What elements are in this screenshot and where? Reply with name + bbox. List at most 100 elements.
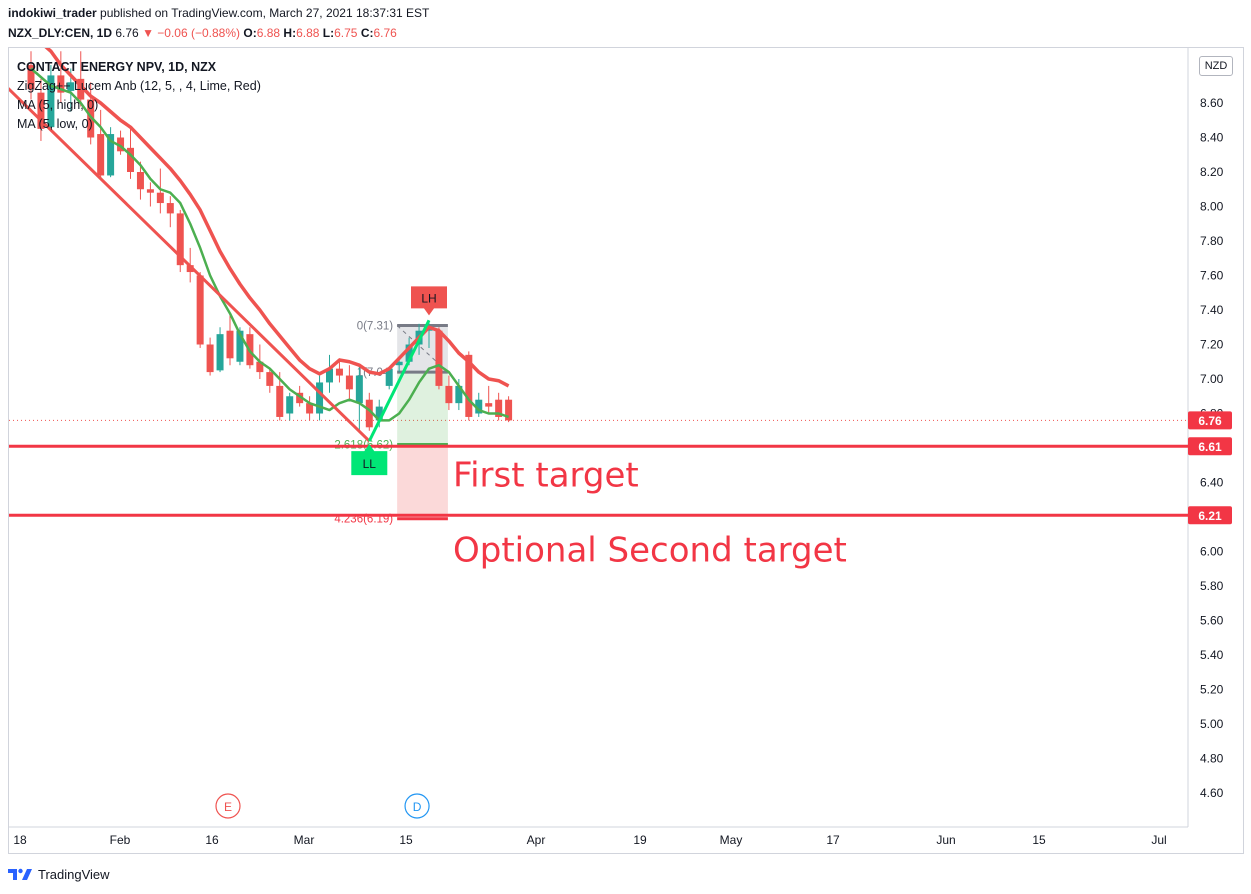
close-value: 6.76 (373, 26, 397, 40)
candle-body (375, 406, 383, 421)
y-tick-label: 8.20 (1200, 165, 1224, 179)
candle-body (97, 134, 105, 176)
y-tick-label: 5.00 (1200, 717, 1224, 731)
candle-body (485, 403, 493, 407)
x-tick-label: Jul (1151, 833, 1166, 847)
zigzag-line (367, 319, 431, 442)
candle-body (475, 399, 483, 414)
last-price-axis-label: 6.76 (1198, 414, 1222, 428)
zigzag-label-bg (411, 286, 447, 316)
zigzag-label-text: LL (363, 457, 377, 471)
open-value: 6.88 (256, 26, 281, 40)
tradingview-logo-icon (8, 868, 32, 880)
event-marker-text: D (413, 800, 422, 814)
event-marker (215, 793, 241, 819)
chart-frame (8, 47, 1244, 854)
legend-ma-low[interactable]: MA (5, low, 0) (17, 117, 93, 131)
x-tick-label: 15 (1032, 833, 1046, 847)
candle-body (306, 403, 314, 414)
candle-body (495, 399, 503, 417)
candle-body (127, 147, 134, 172)
last-price-axis-label-bg (1188, 411, 1232, 430)
legend-title: CONTACT ENERGY NPV, 1D, NZX (17, 60, 217, 74)
published-text: published on TradingView.com, March 27, … (100, 6, 430, 20)
candle-body (266, 372, 274, 386)
high-label: H: (283, 26, 297, 40)
y-tick-label: 8.40 (1200, 131, 1224, 145)
publish-header: indokiwi_trader published on TradingView… (8, 6, 429, 20)
x-tick-label: May (720, 833, 743, 847)
y-tick-label: 7.00 (1200, 372, 1224, 386)
author-name[interactable]: indokiwi_trader (8, 6, 97, 20)
y-tick-label: 5.60 (1200, 614, 1224, 628)
candle-body (226, 330, 234, 359)
x-tick-label: Mar (294, 833, 315, 847)
zigzag-label-bg (351, 444, 388, 476)
x-tick-label: Jun (936, 833, 955, 847)
candle-body (67, 82, 75, 91)
ma-high-line (44, 48, 510, 388)
high-value: 6.88 (296, 26, 320, 40)
x-tick-label: 16 (205, 833, 219, 847)
candle-body (385, 368, 393, 386)
footer-brand: TradingView (38, 866, 110, 882)
x-tick-label: 15 (399, 833, 413, 847)
plot-area: 0(7.31)1(7.04)2.618(6.62)4.236(6.19)LLLH… (9, 48, 1188, 819)
candle-body (345, 375, 353, 390)
candle-body (136, 172, 144, 190)
x-tick-label: Apr (527, 833, 546, 847)
currency-badge[interactable]: NZD (1199, 56, 1233, 76)
annotation-second-target: Optional Second target (453, 530, 847, 570)
open-label: O: (243, 26, 257, 40)
zigzag-label-text: LH (421, 291, 436, 305)
candle-body (166, 203, 174, 214)
x-tick-label: 17 (826, 833, 840, 847)
candle-body (316, 382, 324, 414)
y-tick-label: 4.80 (1200, 752, 1224, 766)
target-axis-label-bg (1188, 437, 1232, 456)
candle-body (27, 65, 35, 90)
x-tick-label: Feb (110, 833, 131, 847)
symbol-label: NZX_DLY:CEN, 1D (8, 26, 113, 40)
ohlc-header: NZX_DLY:CEN, 1D 6.76 ▼ −0.06 (−0.88%) O:… (8, 26, 397, 40)
fib-level-label: 0(7.31) (357, 321, 394, 333)
candle-body (117, 137, 125, 152)
candle-body (146, 189, 154, 193)
candle-body (465, 354, 473, 417)
candle-body (256, 361, 264, 373)
legend-ma-high[interactable]: MA (5, high, 0) (17, 98, 99, 112)
candle-body (186, 265, 194, 273)
close-label: C: (360, 26, 374, 40)
candle-body (296, 392, 304, 404)
zigzag-line (9, 87, 371, 443)
low-value: 6.75 (334, 26, 358, 40)
x-tick-label: 18 (13, 833, 27, 847)
y-tick-label: 6.00 (1200, 545, 1224, 559)
candle-body (505, 399, 513, 421)
candle-body (206, 344, 214, 373)
y-tick-label: 4.60 (1200, 786, 1224, 800)
candle-body (355, 375, 363, 404)
y-tick-label: 7.60 (1200, 269, 1224, 283)
event-marker (404, 793, 430, 819)
candle-body (77, 78, 85, 100)
y-tick-label: 7.40 (1200, 303, 1224, 317)
candle-body (37, 92, 45, 129)
y-tick-label: 6.40 (1200, 476, 1224, 490)
candle-body (365, 399, 373, 428)
y-tick-label: 8.00 (1200, 200, 1224, 214)
candle-body (326, 368, 333, 383)
legend-zigzag[interactable]: ZigZag++ Lucem Anb (12, 5, , 4, Lime, Re… (17, 79, 261, 93)
ma-low-line (30, 67, 510, 422)
candle-body (405, 344, 413, 362)
event-marker-text: E (224, 800, 232, 814)
candle-body (395, 361, 403, 366)
candle-body (47, 75, 55, 128)
last-price: 6.76 (115, 26, 139, 40)
target-axis-label: 6.61 (1198, 440, 1222, 454)
y-tick-label: 7.80 (1200, 234, 1224, 248)
target-axis-label-bg (1188, 506, 1232, 525)
candle-body (445, 385, 453, 404)
candle-body (455, 385, 463, 404)
